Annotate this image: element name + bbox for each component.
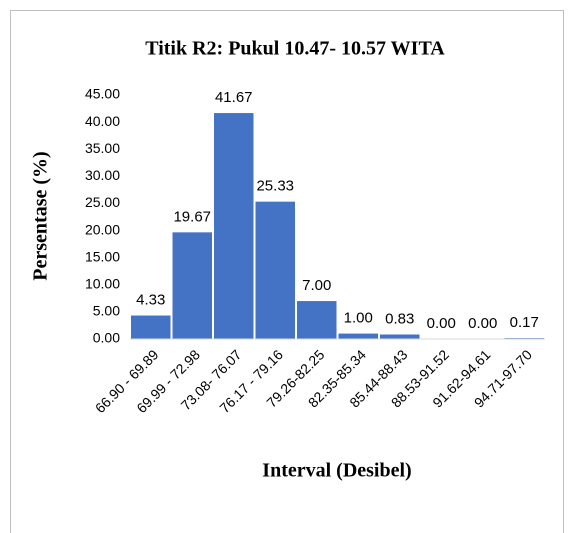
y-tick-label: 25.00 [85,194,120,210]
y-tick-label: 40.00 [85,113,120,129]
y-tick-label: 30.00 [85,167,120,183]
value-label: 1.00 [344,310,373,327]
value-label: 0.00 [468,315,497,332]
bar [172,232,212,339]
y-tick-label: 0.00 [93,330,120,346]
bar [255,201,295,339]
y-tick-label: 5.00 [93,303,120,319]
bar [297,301,337,339]
chart-border [10,10,564,533]
value-label: 0.83 [385,310,414,327]
value-label: 19.67 [173,208,211,225]
y-tick-label: 45.00 [85,86,120,102]
value-label: 4.33 [136,291,165,308]
y-tick-label: 35.00 [85,140,120,156]
y-axis-title: Persentase (%) [30,151,52,280]
y-tick-label: 10.00 [85,275,120,291]
bar [338,333,378,339]
bar [131,315,171,339]
chart-title: Titik R2: Pukul 10.47- 10.57 WITA [145,38,445,60]
value-label: 7.00 [302,277,331,294]
x-axis-title: Interval (Desibel) [262,460,411,482]
bar [214,113,254,339]
bar [380,334,420,339]
y-tick-label: 20.00 [85,221,120,237]
value-label: 41.67 [215,89,253,106]
value-label: 0.00 [427,315,456,332]
value-label: 25.33 [256,178,294,195]
value-label: 0.17 [510,314,539,331]
y-tick-label: 15.00 [85,248,120,264]
